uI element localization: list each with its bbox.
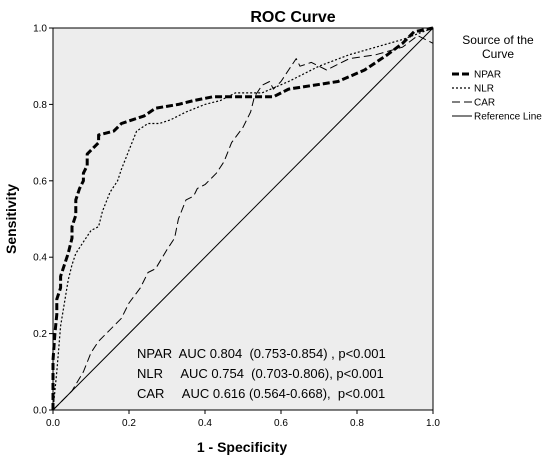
series-line-nlr: [52, 27, 434, 411]
y-tick-label: 1.0: [33, 24, 47, 35]
x-axis: 0.0 0.2 0.4 0.6 0.8 1.0: [46, 410, 440, 429]
series-line-car: [52, 35, 434, 411]
annotations: NPAR AUC 0.804 (0.753-0.854) , p<0.001 N…: [137, 346, 386, 401]
y-axis: 0.0 0.2 0.4 0.6 0.8 1.0: [33, 24, 53, 417]
y-tick-label: 0.2: [33, 329, 47, 340]
x-axis-label: 1 - Specificity: [197, 439, 287, 455]
legend-label-nlr: NLR: [474, 84, 494, 95]
legend-title-line-2: Curve: [482, 47, 514, 61]
legend-label-npar: NPAR: [474, 70, 501, 81]
y-axis-label: Sensitivity: [3, 184, 19, 254]
y-tick-label: 0.0: [33, 406, 47, 417]
chart-title: ROC Curve: [250, 9, 335, 26]
series-line-npar: [51, 26, 434, 410]
legend: Source of the Curve NPAR NLR CAR Reference …: [452, 33, 542, 123]
series-layer: [51, 26, 434, 411]
legend-title-line-1: Source of the: [462, 33, 534, 47]
x-tick-label: 0.8: [350, 418, 364, 429]
x-tick-label: 1.0: [426, 418, 440, 429]
y-tick-label: 0.4: [33, 253, 47, 264]
series-line-reference-line: [52, 27, 434, 411]
annotation-nlr: NLR AUC 0.754 (0.703-0.806), p<0.001: [137, 366, 384, 381]
x-tick-label: 0.0: [46, 418, 60, 429]
annotation-car: CAR AUC 0.616 (0.564-0.668), p<0.001: [137, 386, 385, 401]
y-tick-label: 0.6: [33, 176, 47, 187]
x-tick-label: 0.4: [198, 418, 212, 429]
legend-label-car: CAR: [474, 98, 495, 109]
legend-label-reference-line: Reference Line: [474, 112, 542, 123]
annotation-npar: NPAR AUC 0.804 (0.753-0.854) , p<0.001: [137, 346, 386, 361]
x-tick-label: 0.6: [274, 418, 288, 429]
x-tick-label: 0.2: [122, 418, 136, 429]
y-tick-label: 0.8: [33, 100, 47, 111]
